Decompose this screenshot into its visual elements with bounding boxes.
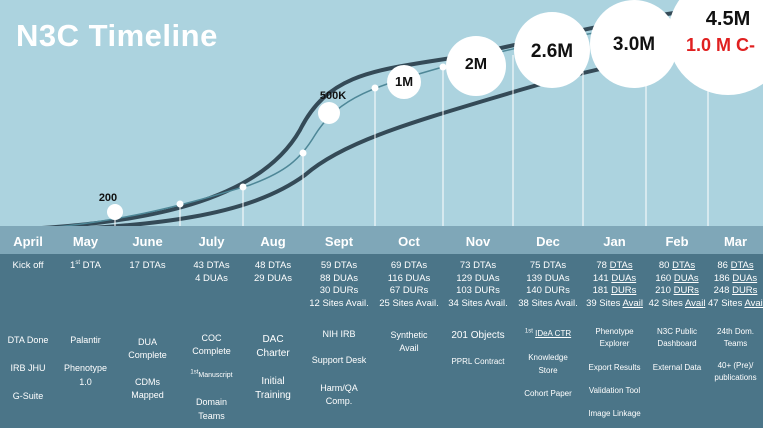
stats-list: Kick off [12,260,44,271]
month-label: June [132,234,163,249]
month-label: Aug [260,234,286,249]
column-sept: Sept 59 DTAs 88 DUAs 30 DURs 12 Sites Av… [303,226,375,428]
milestone-label-1m: 1M [394,74,414,89]
month-label: May [72,234,99,249]
stats-list: 73 DTAs 129 DUAs 103 DURs 34 Sites Avail… [448,260,508,309]
milestone-circle-4-5m [668,0,763,95]
stats-list: 48 DTAs 29 DUAs [253,260,292,284]
month-label: Dec [536,234,560,249]
milestone-label-2m: 2M [464,56,488,73]
column-april: April Kick off DTA Done IRB JHU G-Suite [0,226,56,428]
info-band [0,254,763,428]
stats-list: 43 DTAs 4 DUAs [193,260,230,284]
milestone-label-4-5m: 4.5M [705,8,751,30]
milestone-circle-3-0m [590,0,678,88]
column-oct: Oct 69 DTAs 116 DUAs 67 DURs 25 Sites Av… [375,226,443,428]
growth-curves [0,0,763,232]
stats-list: 1st DTA [70,259,101,271]
month-label: April [13,234,43,249]
milestone-label-2-6m: 2.6M [530,41,574,62]
column-dec: Dec 75 DTAs 139 DUAs 140 DURs 38 Sites A… [513,226,583,428]
stats-list: 80 DTAs 160 DUAs 210 DURs 42 Sites Avail [648,260,706,309]
month-label: July [198,234,225,249]
milestone-circle-1m [387,65,421,99]
milestone-circles [107,0,763,220]
column-may: May 1st DTA Palantir Phenotype 1.0 [56,226,115,428]
month-label: Sept [324,234,354,249]
column-feb: Feb 80 DTAs 160 DUAs 210 DURs 42 Sites A… [646,226,708,428]
milestone-label-covid: 1.0 M C- [686,35,756,55]
milestone-circle-200 [107,204,123,220]
month-band [0,226,763,254]
month-label: Jan [603,234,626,249]
column-july: July 43 DTAs 4 DUAs COC Complete 1stManu… [180,226,243,428]
milestone-circle-500k [318,102,340,124]
stats-list: 86 DTAs 186 DUAs 248 DURs 47 Sites Avail [708,260,763,309]
page-title: N3C Timeline [16,18,218,53]
month-label: Nov [465,234,491,249]
month-label: Feb [665,234,689,249]
month-label: Oct [398,234,420,249]
stats-list: 78 DTAs 141 DUAs 181 DURs 39 Sites Avail [586,260,643,309]
stats-list: 69 DTAs 116 DUAs 67 DURs 25 Sites Avail. [379,260,439,309]
milestone-label-200: 200 [98,192,118,204]
column-aug: Aug 48 DTAs 29 DUAs DAC Charter Initial … [243,226,303,428]
column-mar: Mar 86 DTAs 186 DUAs 248 DURs 47 Sites A… [708,234,763,382]
milestone-label-3-0m: 3.0M [612,34,656,55]
milestone-label-500k: 500K [319,90,347,102]
stats-list: 75 DTAs 139 DUAs 140 DURs 38 Sites Avail… [518,260,578,309]
stats-list: 17 DTAs [129,260,166,271]
column-june: June 17 DTAs DUA Complete CDMs Mapped [115,226,180,428]
column-jan: Jan 78 DTAs 141 DUAs 181 DURs 39 Sites A… [583,226,646,428]
stats-list: 59 DTAs 88 DUAs 30 DURs 12 Sites Avail. [309,260,369,309]
month-label: Mar [723,234,748,249]
milestone-circle-2-6m [514,12,590,88]
column-nov: Nov 73 DTAs 129 DUAs 103 DURs 34 Sites A… [443,226,513,428]
milestone-circle-2m [446,36,506,96]
